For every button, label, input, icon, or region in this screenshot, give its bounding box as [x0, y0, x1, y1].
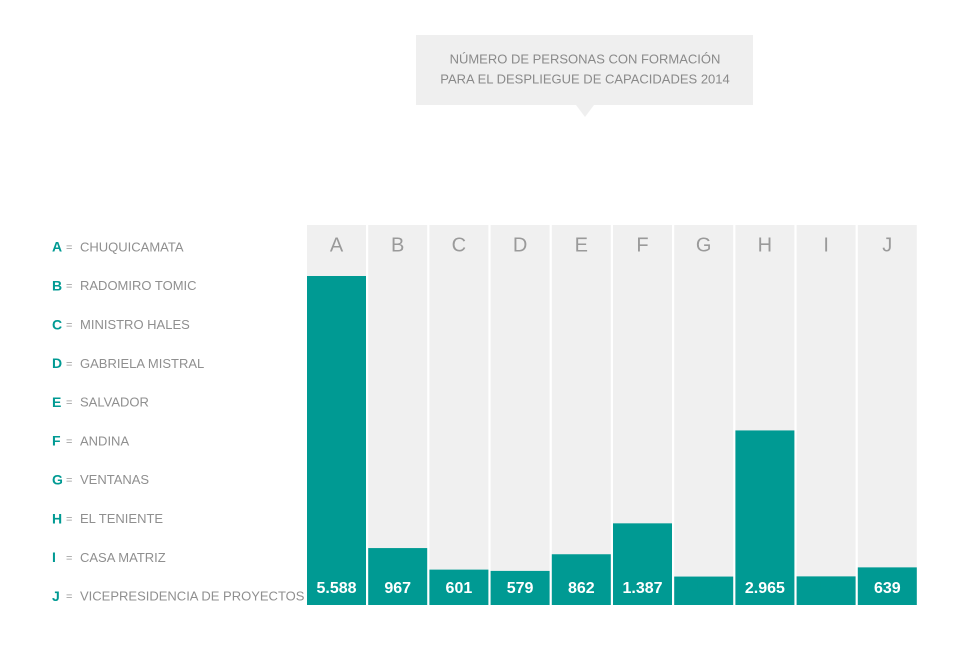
legend-key: E — [52, 394, 61, 410]
legend-key: H — [52, 510, 62, 526]
x-tick-label: J — [882, 234, 892, 256]
legend-label: EL TENIENTE — [80, 511, 163, 526]
legend-separator: = — [66, 514, 72, 526]
bar — [551, 554, 611, 605]
legend-key: I — [52, 549, 56, 565]
bar — [613, 523, 672, 605]
value-label: 967 — [384, 580, 411, 597]
column-background — [857, 225, 917, 605]
column-background — [490, 225, 550, 605]
bar — [307, 276, 366, 605]
column-background — [429, 225, 489, 605]
legend-label: SALVADOR — [80, 395, 149, 410]
column-background — [674, 225, 734, 605]
x-tick-label: H — [758, 234, 772, 256]
value-label: 639 — [874, 580, 901, 597]
bar — [490, 570, 550, 605]
x-tick-label: I — [823, 234, 829, 256]
chart-title: NÚMERO DE PERSONAS CON FORMACIÓN — [450, 51, 721, 66]
x-tick-label: F — [636, 234, 648, 256]
legend-label: MINISTRO HALES — [80, 317, 190, 332]
legend-separator: = — [66, 358, 72, 370]
legend-key: D — [52, 355, 62, 371]
legend-label: VICEPRESIDENCIA DE PROYECTOS — [80, 589, 305, 604]
value-label: 483 — [690, 580, 717, 597]
legend-separator: = — [66, 242, 72, 254]
bar — [857, 567, 917, 605]
legend-label: ANDINA — [80, 433, 129, 448]
legend-label: VENTANAS — [80, 472, 149, 487]
legend-key: C — [52, 316, 62, 332]
legend-label: CASA MATRIZ — [80, 550, 166, 565]
x-tick-label: D — [513, 234, 527, 256]
legend-label: GABRIELA MISTRAL — [80, 356, 204, 371]
bar — [368, 548, 428, 605]
value-label: 1.387 — [622, 580, 662, 597]
chart-title: PARA EL DESPLIEGUE DE CAPACIDADES 2014 — [440, 71, 730, 86]
value-label: 486 — [813, 580, 840, 597]
x-tick-label: E — [575, 234, 588, 256]
bar — [674, 576, 734, 605]
x-tick-label: B — [391, 234, 404, 256]
legend-key: J — [52, 588, 60, 604]
bar — [735, 430, 795, 605]
bar — [796, 576, 856, 605]
x-tick-label: A — [330, 234, 344, 256]
legend-label: CHUQUICAMATA — [80, 239, 184, 254]
value-label: 579 — [507, 580, 534, 597]
legend-key: B — [52, 278, 62, 294]
value-label: 5.588 — [316, 580, 356, 597]
value-label: 2.965 — [745, 580, 785, 597]
legend-separator: = — [66, 591, 72, 603]
legend-key: G — [52, 472, 63, 488]
legend-separator: = — [66, 320, 72, 332]
value-label: 862 — [568, 580, 595, 597]
column-background — [796, 225, 856, 605]
column-background — [551, 225, 611, 605]
legend-separator: = — [66, 552, 72, 564]
legend-separator: = — [66, 281, 72, 293]
x-tick-label: G — [696, 234, 712, 256]
title-pointer — [576, 105, 594, 117]
x-tick-label: C — [452, 234, 466, 256]
value-label: 601 — [446, 580, 473, 597]
legend-label: RADOMIRO TOMIC — [80, 278, 197, 293]
bar — [429, 569, 489, 605]
legend-key: A — [52, 239, 62, 255]
legend-key: F — [52, 433, 61, 449]
legend-separator: = — [66, 397, 72, 409]
title-box — [416, 35, 753, 105]
legend-separator: = — [66, 475, 72, 487]
legend-separator: = — [66, 436, 72, 448]
column-background — [368, 225, 428, 605]
